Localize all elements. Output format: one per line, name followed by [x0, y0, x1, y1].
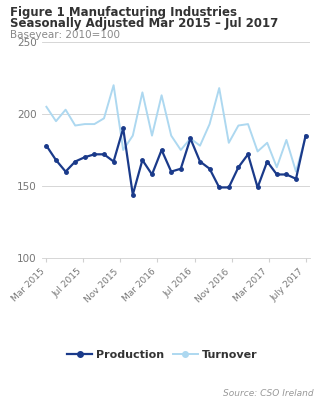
- Text: Figure 1 Manufacturing Industries: Figure 1 Manufacturing Industries: [10, 6, 236, 19]
- Text: Seasonally Adjusted Mar 2015 – Jul 2017: Seasonally Adjusted Mar 2015 – Jul 2017: [10, 17, 278, 30]
- Legend: Production, Turnover: Production, Turnover: [63, 346, 262, 365]
- Text: Baseyear: 2010=100: Baseyear: 2010=100: [10, 30, 120, 40]
- Text: Source: CSO Ireland: Source: CSO Ireland: [223, 389, 314, 398]
